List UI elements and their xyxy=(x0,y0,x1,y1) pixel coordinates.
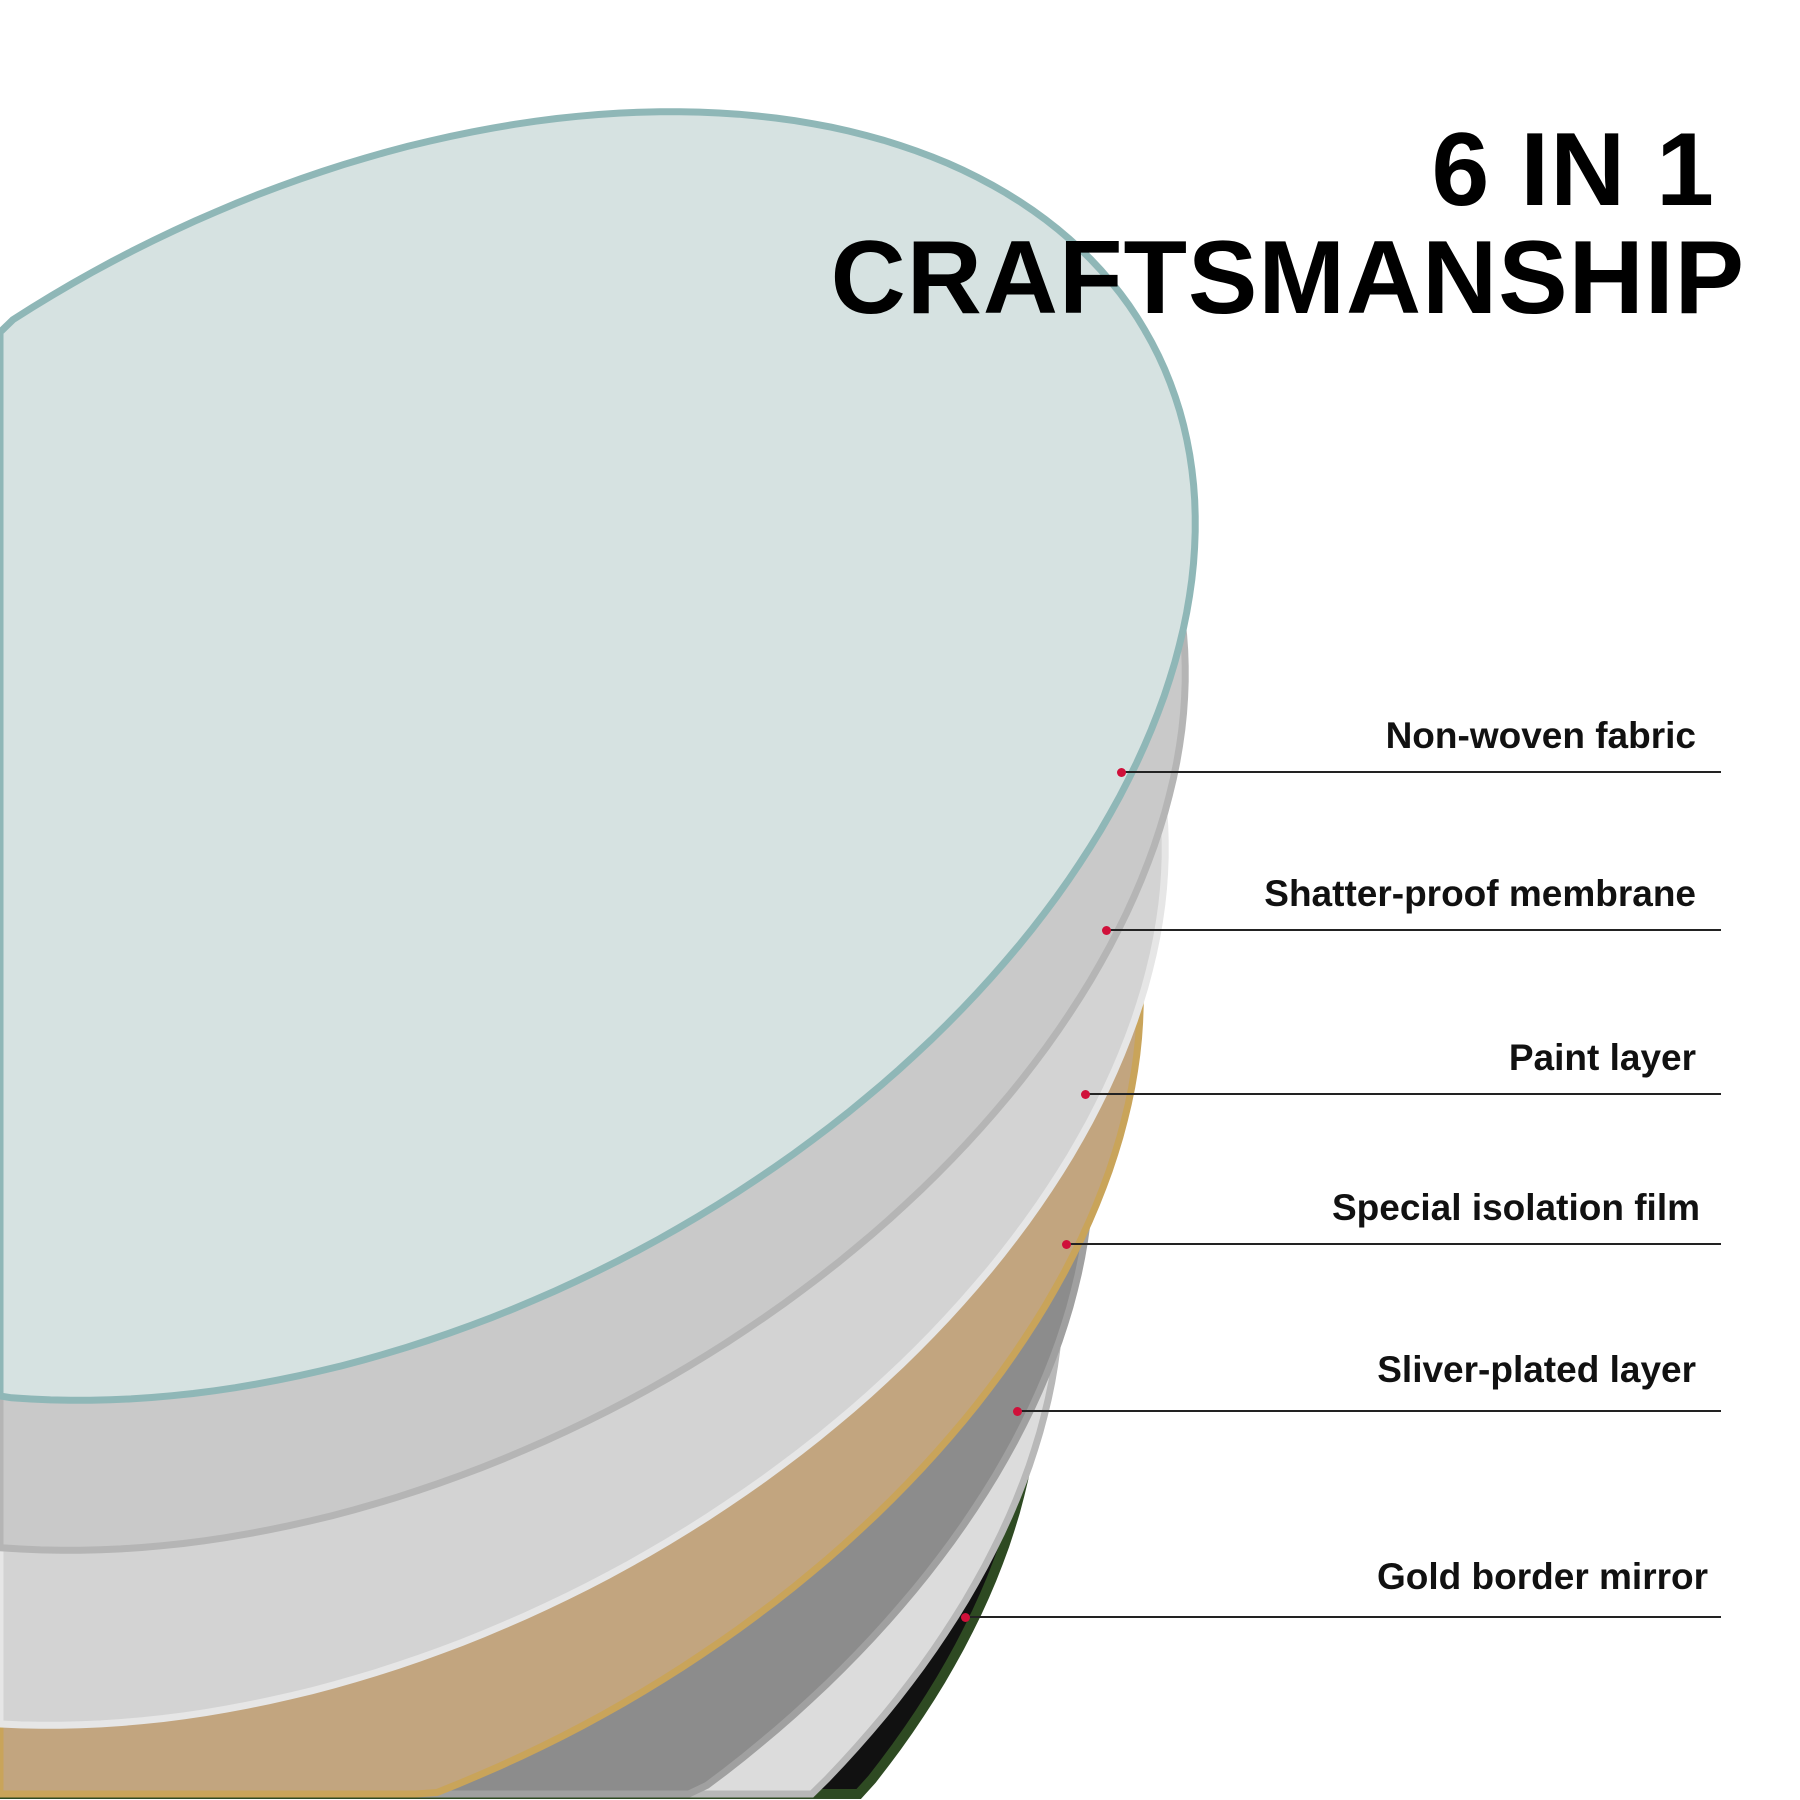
pointer-dot-paint-layer xyxy=(1081,1090,1090,1099)
pointer-dot-non-woven-fabric xyxy=(1117,768,1126,777)
label-sliver-plated-layer: Sliver-plated layer xyxy=(1377,1349,1696,1390)
label-paint-layer: Paint layer xyxy=(1508,1037,1696,1078)
pointer-line-shatter-proof-membrane xyxy=(1106,929,1721,931)
pointer-dot-gold-border-mirror xyxy=(961,1613,970,1622)
pointer-line-sliver-plated-layer xyxy=(1017,1410,1721,1412)
pointer-dot-special-isolation-film xyxy=(1062,1240,1071,1249)
pointer-line-paint-layer xyxy=(1085,1093,1721,1095)
layer-stack xyxy=(0,108,1199,1799)
label-special-isolation-film: Special isolation film xyxy=(1331,1187,1700,1228)
label-non-woven-fabric: Non-woven fabric xyxy=(1385,715,1696,756)
label-gold-border-mirror: Gold border mirror xyxy=(1377,1556,1708,1597)
title-line-1: 6 IN 1 xyxy=(1431,112,1715,228)
pointer-line-non-woven-fabric xyxy=(1121,771,1721,773)
title-line-2: CRAFTSMANSHIP xyxy=(830,220,1745,336)
layer-non-woven-fabric-glass xyxy=(0,108,1199,1404)
pointer-line-special-isolation-film xyxy=(1066,1243,1721,1245)
label-shatter-proof-membrane: Shatter-proof membrane xyxy=(1264,873,1696,914)
pointer-line-gold-border-mirror xyxy=(965,1616,1721,1618)
pointer-dot-sliver-plated-layer xyxy=(1013,1407,1022,1416)
pointer-dot-shatter-proof-membrane xyxy=(1102,926,1111,935)
